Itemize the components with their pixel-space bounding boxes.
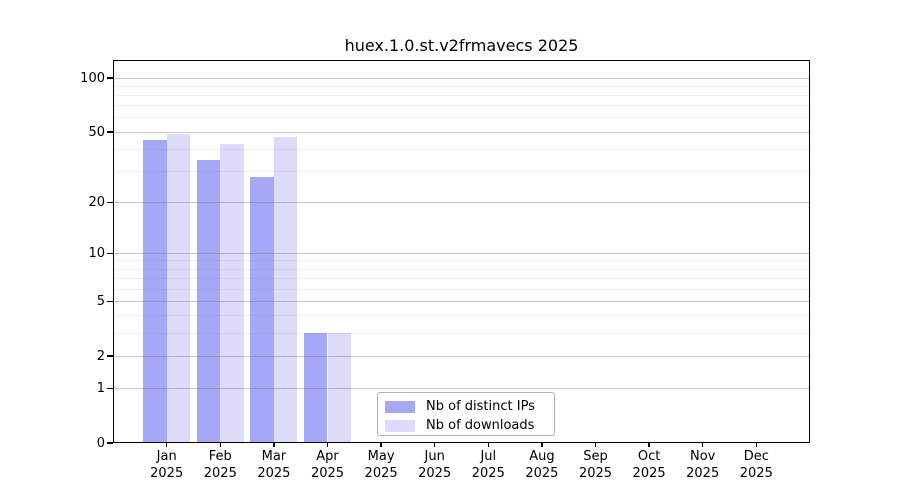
gridline-minor: [113, 268, 810, 270]
x-tick-mark: [755, 443, 757, 447]
y-tick-mark: [107, 131, 113, 133]
y-tick-mark: [107, 442, 113, 444]
x-axis-line: [113, 441, 810, 443]
x-tick-mark: [273, 443, 275, 447]
bar-apr-downloads: [327, 333, 352, 443]
legend-label-downloads: Nb of downloads: [426, 418, 535, 433]
x-tick-label-mar: Mar 2025: [257, 449, 291, 481]
y-tick-mark: [107, 387, 113, 389]
legend-swatch-downloads: [385, 419, 415, 432]
y-tick-label: 20: [88, 194, 105, 210]
gridline-minor: [113, 117, 810, 119]
bar-mar-distinct-ips: [250, 176, 274, 443]
gridline-minor: [113, 148, 810, 150]
bar-feb-downloads: [220, 143, 244, 443]
x-tick-label-dec: Dec 2025: [739, 449, 773, 481]
y-tick-mark: [107, 355, 113, 357]
legend-entry-downloads: Nb of downloads: [385, 416, 554, 435]
y-tick-mark: [107, 201, 113, 203]
plot-area: Nb of distinct IPs Nb of downloads 0 1 2 5 1…: [80, 60, 810, 481]
x-tick-mark: [541, 443, 543, 447]
x-tick-mark: [487, 443, 489, 447]
bar-jan-distinct-ips: [143, 140, 167, 443]
y-tick-mark: [107, 77, 113, 79]
x-tick-label-sep: Sep 2025: [578, 449, 613, 481]
y-tick-label: 0: [96, 435, 105, 451]
gridline-major: [113, 77, 810, 79]
gridline-minor: [113, 315, 810, 317]
x-tick-label-feb: Feb 2025: [203, 449, 237, 481]
gridline-minor: [113, 95, 810, 97]
x-tick-label-apr: Apr 2025: [310, 449, 345, 481]
x-tick-label-may: May 2025: [364, 449, 398, 481]
bar-feb-distinct-ips: [196, 159, 221, 443]
bar-mar-downloads: [273, 136, 298, 443]
x-tick-mark: [648, 443, 650, 447]
plot-border-top: [113, 60, 810, 62]
x-tick-mark: [219, 443, 221, 447]
gridline-major: [113, 201, 810, 203]
y-tick-label: 5: [96, 293, 105, 309]
y-tick-label: 50: [88, 124, 105, 140]
gridline-major: [113, 387, 810, 389]
y-axis-line: [113, 60, 115, 443]
x-tick-mark: [434, 443, 436, 447]
plot-border-right: [808, 60, 810, 443]
x-tick-mark: [702, 443, 704, 447]
y-tick-label: 2: [96, 348, 105, 364]
y-tick-label: 100: [80, 70, 105, 86]
gridline-major: [113, 131, 810, 133]
bar-apr-distinct-ips: [303, 333, 328, 443]
y-tick-mark: [107, 252, 113, 255]
gridline-major: [113, 300, 810, 302]
bar-jan-downloads: [166, 133, 191, 443]
gridline-major: [113, 355, 810, 357]
x-tick-label-jan: Jan 2025: [150, 449, 184, 481]
x-tick-mark: [166, 443, 168, 447]
x-tick-label-aug: Aug 2025: [525, 449, 559, 481]
x-tick-mark: [326, 443, 329, 447]
x-tick-label-nov: Nov 2025: [686, 449, 720, 481]
legend-entry-distinct-ips: Nb of distinct IPs: [385, 397, 554, 416]
legend-label-distinct-ips: Nb of distinct IPs: [426, 399, 535, 414]
gridline-minor: [113, 288, 810, 290]
x-tick-mark: [380, 443, 382, 447]
gridline-minor: [113, 105, 810, 107]
gridline-minor: [113, 332, 810, 334]
x-tick-label-jul: Jul 2025: [471, 449, 505, 481]
chart-title: huex.1.0.st.v2frmavecs 2025: [344, 36, 579, 55]
x-tick-label-oct: Oct 2025: [632, 449, 666, 481]
y-tick-mark: [107, 300, 113, 302]
x-tick-mark: [594, 443, 597, 447]
x-tick-label-jun: Jun 2025: [418, 449, 452, 481]
gridline-minor: [113, 260, 810, 262]
y-tick-label: 10: [88, 245, 105, 261]
legend: Nb of distinct IPs Nb of downloads: [377, 392, 555, 436]
gridline-major: [113, 252, 810, 254]
legend-swatch-distinct-ips: [385, 400, 415, 413]
gridline-minor: [113, 170, 810, 172]
gridline-minor: [113, 85, 810, 87]
y-tick-label: 1: [96, 380, 105, 396]
gridline-minor: [113, 278, 810, 280]
